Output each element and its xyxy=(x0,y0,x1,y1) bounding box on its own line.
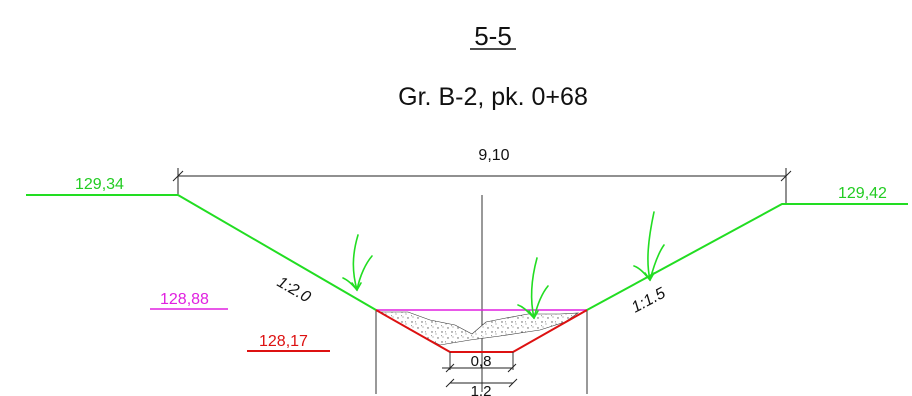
grass-icon xyxy=(517,257,549,320)
grass-icon xyxy=(633,211,665,282)
channel-width-dimension xyxy=(442,363,517,373)
left-bank-elevation: 129,34 xyxy=(75,176,124,193)
grass-icon xyxy=(342,234,373,292)
bottom-width-dimension xyxy=(445,378,518,388)
water-level-elevation: 128,88 xyxy=(160,291,209,308)
channel-width-label: 0,8 xyxy=(471,353,492,370)
sediment-fill xyxy=(378,311,580,346)
bottom-width-label: 1,2 xyxy=(471,383,492,396)
section-label: 5-5 xyxy=(474,21,512,51)
top-width-dimension xyxy=(172,168,792,204)
left-slope-label: 1:2.0 xyxy=(274,274,313,307)
right-bank-line xyxy=(586,203,908,311)
right-bank-elevation: 129,42 xyxy=(838,185,887,202)
right-slope-label: 1:1.5 xyxy=(629,285,668,317)
top-width-label: 9,10 xyxy=(478,147,509,164)
section-subtitle: Gr. B-2, pk. 0+68 xyxy=(398,83,588,111)
bottom-elevation: 128,17 xyxy=(259,333,308,350)
channel-bottom-line xyxy=(375,309,588,353)
left-bank-line xyxy=(26,194,377,311)
